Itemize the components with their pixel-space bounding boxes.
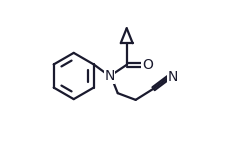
Text: O: O — [142, 58, 153, 72]
Text: N: N — [104, 69, 115, 83]
Text: N: N — [167, 71, 178, 85]
